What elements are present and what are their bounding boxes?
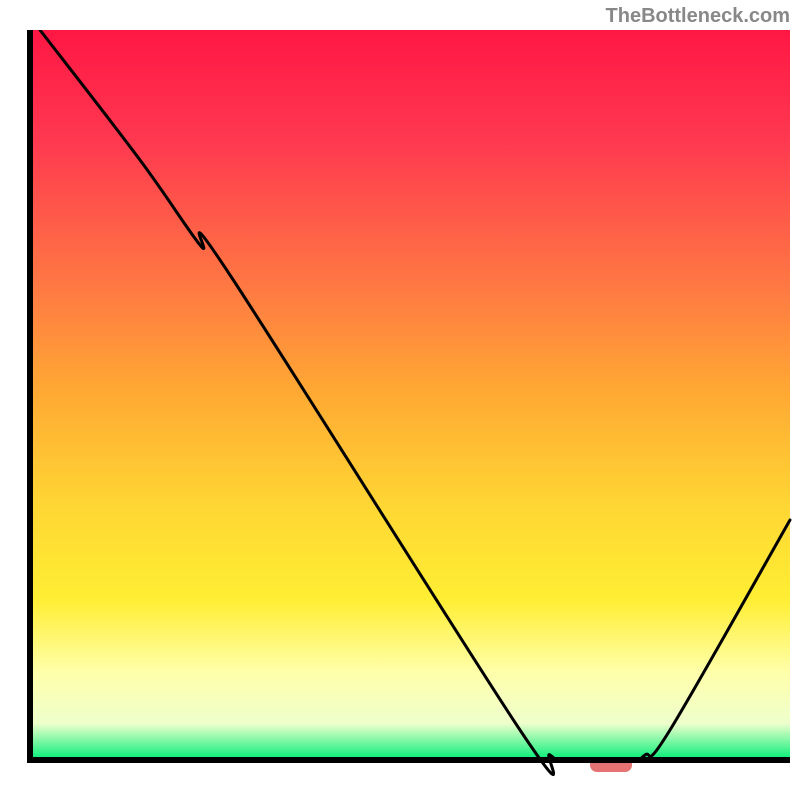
watermark-text: TheBottleneck.com	[606, 5, 790, 28]
chart-svg	[20, 30, 800, 800]
gradient-background	[30, 30, 790, 760]
bottleneck-chart	[20, 30, 800, 800]
